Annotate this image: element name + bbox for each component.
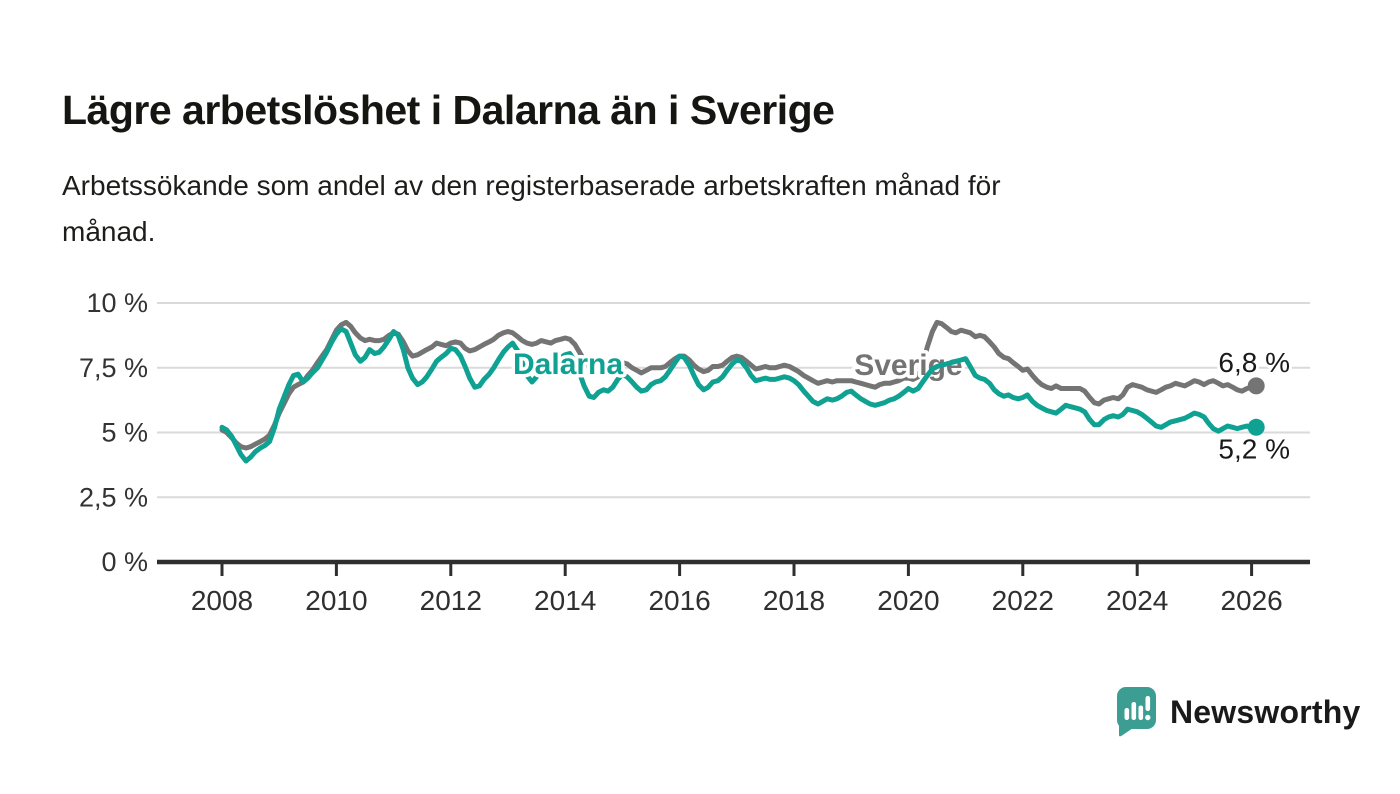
page-title: Lägre arbetslöshet i Dalarna än i Sverig… bbox=[62, 87, 835, 134]
series-line-dalarna bbox=[219, 326, 1259, 464]
y-axis-tick-label: 5 % bbox=[101, 418, 148, 448]
unemployment-line-chart: 0 % 2,5 % 5 % 7,5 % 10 % 2008 2010 2012 2014 2016… bbox=[0, 280, 1400, 630]
line-chart-canvas: 0 % 2,5 % 5 % 7,5 % 10 % 2008 2010 2012 2014 2016… bbox=[79, 288, 1310, 616]
newsworthy-logo-icon bbox=[1117, 687, 1156, 737]
x-axis-tick-label: 2008 bbox=[191, 585, 253, 616]
series-end-dot-dalarna bbox=[1247, 418, 1265, 436]
series-label-dalarna: Dalarna bbox=[513, 348, 623, 381]
x-axis-tick-label: 2022 bbox=[992, 585, 1054, 616]
x-axis-tick-label: 2012 bbox=[420, 585, 482, 616]
end-value-label-sverige: 6,8 % bbox=[1218, 347, 1290, 378]
x-axis-tick-label: 2010 bbox=[305, 585, 367, 616]
brand-name: Newsworthy bbox=[1170, 693, 1361, 730]
subtitle-line-1: Arbetssökande som andel av den registerb… bbox=[62, 170, 1001, 201]
x-axis-tick-label: 2020 bbox=[877, 585, 939, 616]
branding: Newsworthy bbox=[1110, 684, 1360, 740]
end-value-label-dalarna: 5,2 % bbox=[1218, 433, 1290, 464]
chart-subtitle: Arbetssökande som andel av den registerb… bbox=[62, 163, 1282, 255]
x-axis-tick-label: 2026 bbox=[1220, 585, 1282, 616]
y-axis-tick-label: 0 % bbox=[101, 547, 148, 577]
y-axis-tick-label: 7,5 % bbox=[79, 353, 148, 383]
y-axis-tick-label: 2,5 % bbox=[79, 482, 148, 512]
y-axis-tick-label: 10 % bbox=[86, 288, 148, 318]
x-axis-tick-label: 2018 bbox=[763, 585, 825, 616]
subtitle-line-2: månad. bbox=[62, 216, 156, 247]
x-axis-tick-label: 2024 bbox=[1106, 585, 1168, 616]
x-axis-tick-label: 2016 bbox=[648, 585, 710, 616]
series-end-dot-sverige bbox=[1247, 377, 1265, 395]
x-axis-tick-label: 2014 bbox=[534, 585, 596, 616]
series-line-sverige bbox=[219, 319, 1259, 451]
